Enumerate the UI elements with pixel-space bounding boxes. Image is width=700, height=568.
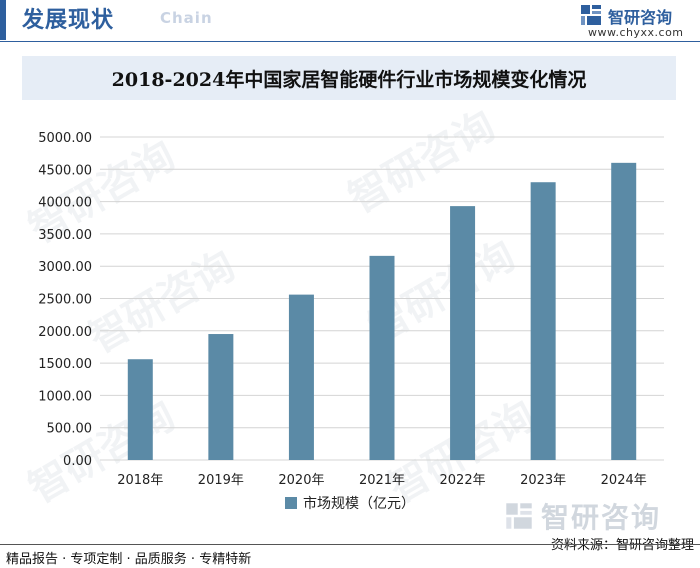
section-subtitle: Chain [160,9,213,27]
page-header: 发展现状 Chain 智研咨询 www.chyxx.com [0,0,700,42]
bottom-brand-watermark: 智研咨询 [505,496,661,536]
y-tick-label: 1500.00 [38,357,92,372]
bar [369,255,395,460]
header-divider [0,41,700,42]
data-source: 资料来源：智研咨询整理 [550,538,694,553]
x-tick-label: 2019年 [198,473,244,488]
bar [208,334,234,460]
y-tick-label: 4500.00 [38,163,92,178]
header-accent-stripe [0,0,6,40]
brand-logo-icon [581,5,601,25]
bar [450,206,476,460]
x-tick-label: 2024年 [601,473,647,488]
legend-label: 市场规模（亿元） [303,496,415,512]
x-tick-label: 2021年 [359,473,405,488]
y-tick-label: 500.00 [47,422,93,437]
chart-title-bar: 2018-2024年中国家居智能硬件行业市场规模变化情况 [22,56,676,100]
bar [530,182,556,460]
y-tick-label: 0.00 [63,454,92,469]
x-tick-label: 2023年 [520,473,566,488]
bar [127,359,153,460]
x-tick-label: 2020年 [278,473,324,488]
chart-title: 2018-2024年中国家居智能硬件行业市场规模变化情况 [111,68,587,91]
brand-watermark-icon [506,503,532,529]
x-tick-label: 2022年 [440,473,486,488]
bar [611,162,637,460]
footer-divider [0,544,700,545]
y-tick-label: 5000.00 [38,131,92,146]
brand-url[interactable]: www.chyxx.com [588,26,684,39]
bar [288,294,314,460]
y-tick-label: 1000.00 [38,389,92,404]
y-tick-label: 3500.00 [38,228,92,243]
brand-name: 智研咨询 [608,8,673,27]
bar-chart: 0.00 500.00 1000.00 1500.00 2000.00 2500.00 30… [38,131,664,488]
section-title: 发展现状 [22,8,115,33]
legend-swatch [285,497,297,509]
y-tick-label: 2000.00 [38,325,92,340]
brand-watermark-text: 智研咨询 [541,501,662,534]
y-tick-label: 4000.00 [38,196,92,211]
x-tick-label: 2018年 [117,473,163,488]
brand-logo-block[interactable]: 智研咨询 www.chyxx.com [580,2,690,42]
y-tick-label: 3000.00 [38,260,92,275]
footer-tagline: 精品报告 · 专项定制 · 品质服务 · 专精特新 [6,552,252,567]
chart-legend: 市场规模（亿元） [0,492,700,514]
y-tick-label: 2500.00 [38,293,92,308]
